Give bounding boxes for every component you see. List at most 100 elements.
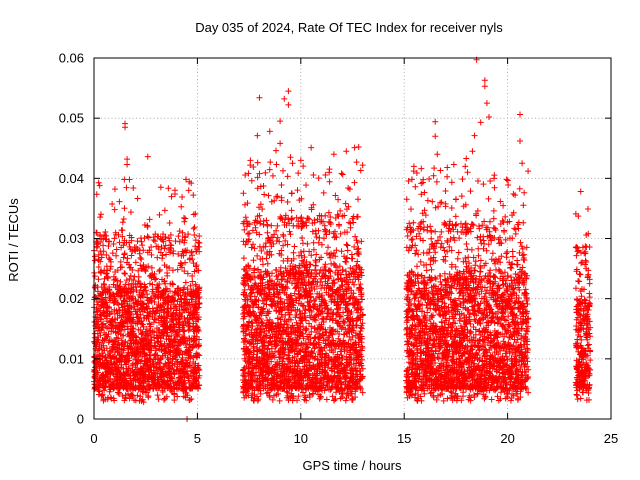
data-point	[192, 298, 199, 305]
data-point	[144, 312, 151, 319]
data-point	[250, 257, 257, 264]
data-point	[175, 251, 182, 258]
data-point	[121, 270, 128, 277]
data-point	[490, 215, 497, 222]
data-point	[144, 222, 151, 229]
data-point	[135, 267, 142, 274]
data-point	[96, 182, 103, 189]
data-point	[105, 255, 112, 262]
data-point	[101, 267, 108, 274]
data-point	[300, 163, 307, 170]
data-point	[262, 169, 269, 176]
data-point	[117, 293, 124, 300]
data-point	[135, 273, 142, 280]
data-point	[144, 249, 151, 256]
data-point	[269, 396, 276, 403]
data-point	[189, 272, 196, 279]
data-point	[344, 247, 351, 254]
data-point	[137, 393, 144, 400]
data-point	[168, 242, 175, 249]
data-point	[181, 218, 188, 225]
data-point	[138, 238, 145, 245]
data-point	[128, 304, 135, 311]
data-point	[176, 382, 183, 389]
data-point	[326, 169, 333, 176]
data-point	[162, 234, 169, 241]
data-point	[180, 248, 187, 255]
data-point	[148, 264, 155, 271]
data-point	[146, 280, 153, 287]
data-point	[100, 248, 107, 255]
data-point	[248, 177, 255, 184]
data-point	[181, 328, 188, 335]
data-point	[102, 323, 109, 330]
data-point	[161, 318, 168, 325]
data-point	[116, 198, 123, 205]
data-point	[141, 284, 148, 291]
data-point	[190, 260, 197, 267]
data-point	[299, 234, 306, 241]
data-point	[109, 201, 116, 208]
data-point	[129, 362, 136, 369]
data-point	[284, 173, 291, 180]
data-point	[354, 258, 361, 265]
data-point	[126, 243, 133, 250]
data-point	[191, 224, 198, 231]
data-point	[441, 247, 448, 254]
data-point	[164, 377, 171, 384]
data-point	[116, 326, 123, 333]
data-point	[427, 223, 434, 230]
data-point	[246, 230, 253, 237]
data-point	[162, 360, 169, 367]
data-point	[335, 196, 342, 203]
data-point	[131, 303, 138, 310]
data-point	[119, 392, 126, 399]
data-point	[142, 268, 149, 275]
data-point	[149, 328, 156, 335]
data-point	[107, 394, 114, 401]
data-point	[302, 307, 309, 314]
data-point	[326, 178, 333, 185]
data-point	[472, 262, 479, 269]
data-point	[110, 273, 117, 280]
data-point	[121, 397, 128, 404]
data-point	[178, 261, 185, 268]
data-point	[267, 159, 274, 166]
data-point	[359, 162, 366, 169]
data-point	[342, 200, 349, 207]
data-point	[280, 167, 287, 174]
chart-title: Day 035 of 2024, Rate Of TEC Index for r…	[195, 20, 503, 35]
data-point	[124, 255, 131, 262]
data-point	[248, 244, 255, 251]
data-point	[278, 215, 285, 222]
data-point	[180, 334, 187, 341]
data-point	[191, 231, 198, 238]
data-point	[132, 259, 139, 266]
data-point	[140, 385, 147, 392]
data-point	[315, 227, 322, 234]
data-point	[149, 286, 156, 293]
data-point	[95, 346, 102, 353]
data-point	[117, 258, 124, 265]
data-point	[126, 232, 133, 239]
data-point	[181, 268, 188, 275]
data-point	[171, 397, 178, 404]
data-point	[165, 185, 172, 192]
data-point	[151, 299, 158, 306]
data-point	[170, 367, 177, 374]
data-point	[185, 323, 192, 330]
data-point	[138, 331, 145, 338]
data-point	[97, 315, 104, 322]
data-point	[525, 168, 532, 175]
data-point	[241, 226, 248, 233]
data-point	[187, 282, 194, 289]
data-point	[125, 390, 132, 397]
data-point	[310, 239, 317, 246]
data-point	[145, 394, 152, 401]
data-point	[315, 175, 322, 182]
data-point	[95, 276, 102, 283]
data-point	[91, 273, 98, 280]
data-point	[115, 348, 122, 355]
data-point	[274, 276, 281, 283]
data-point	[254, 252, 261, 259]
